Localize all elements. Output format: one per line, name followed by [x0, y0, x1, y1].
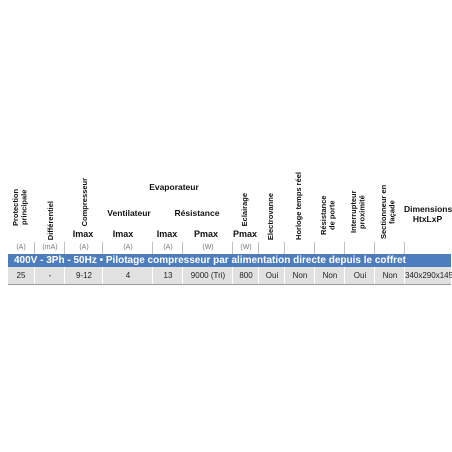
value-dimensions: 340x290x145	[404, 267, 452, 284]
unit-res-imax: (A)	[152, 242, 183, 254]
value-res-imax: 13	[152, 267, 183, 284]
header-eclairage-label: Eclairage	[239, 192, 249, 226]
unit-protection: (A)	[16, 244, 26, 251]
unit-dimensions	[404, 242, 452, 254]
header-protection: Protection principale	[8, 168, 34, 240]
header-interrupteur: Interrupteur proximité	[344, 168, 374, 240]
value-differentiel: -	[34, 267, 65, 284]
header-differentiel: Différentiel	[38, 168, 64, 240]
header-sectionneur: Sectionneur en façade	[374, 168, 404, 240]
value-ventilateur: 4	[102, 267, 153, 284]
value-res-pmax: 9000 (Tri)	[182, 267, 233, 284]
unit-resistance-porte	[314, 242, 345, 254]
value-protection: 25	[16, 271, 26, 280]
unit-differentiel: (mA)	[34, 242, 65, 254]
symbol-ecl-pmax: Pmax	[232, 229, 258, 239]
header-resistance-porte: Résistance de porte	[314, 168, 344, 240]
value-compresseur: 9-12	[64, 267, 103, 284]
value-eclairage: 800	[232, 267, 259, 284]
unit-res-pmax: (W)	[182, 242, 233, 254]
header-ventilateur: Ventilateur	[107, 208, 151, 218]
header-electrovanne-label: Electrovanne	[265, 192, 275, 240]
unit-eclairage: (W)	[232, 242, 259, 254]
header-resistance: Résistance	[174, 208, 220, 218]
units-row: (A) (mA) (A) (A) (A) (W) (W)	[8, 242, 451, 254]
unit-ventilateur: (A)	[102, 242, 153, 254]
header-interrupteur-label: Interrupteur proximité	[349, 190, 367, 234]
unit-interrupteur	[344, 242, 375, 254]
symbol-res-pmax: Pmax	[193, 229, 219, 239]
header-horloge-label: Horloge temps réel	[293, 172, 303, 240]
value-sectionneur: Non	[374, 267, 405, 284]
header-differentiel-label: Différentiel	[45, 200, 55, 240]
value-horloge: Non	[284, 267, 315, 284]
header-resistance-porte-label: Résistance de porte	[319, 195, 337, 235]
header-dimensions-sub: HtxLxP	[412, 214, 443, 224]
table-bottom-rule	[8, 284, 451, 285]
unit-compresseur: (A)	[64, 242, 103, 254]
value-interrupteur: Oui	[344, 267, 375, 284]
symbol-comp-imax: Imax	[72, 229, 94, 239]
symbol-vent-imax: Imax	[112, 229, 134, 239]
header-dimensions: Dimensions	[404, 204, 452, 214]
header-compresseur-label: Compresseur	[79, 177, 89, 226]
value-electrovanne: Oui	[258, 267, 285, 284]
unit-horloge	[284, 242, 315, 254]
header-evaporateur: Evaporateur	[149, 182, 199, 192]
symbol-res-imax: Imax	[156, 229, 178, 239]
value-resistance-porte: Non	[314, 267, 345, 284]
unit-sectionneur	[374, 242, 405, 254]
header-eclairage: Eclairage	[232, 168, 258, 226]
table-row: 25 - 9-12 4 13 9000 (Tri) 800 Oui Non No…	[8, 267, 452, 284]
voltage-banner: 400V - 3Ph - 50Hz • Pilotage compresseur…	[8, 254, 451, 267]
header-sectionneur-label: Sectionneur en façade	[379, 184, 397, 240]
header-protection-label: Protection principale	[11, 188, 29, 226]
header-horloge: Horloge temps réel	[284, 168, 314, 240]
unit-electrovanne	[258, 242, 285, 254]
